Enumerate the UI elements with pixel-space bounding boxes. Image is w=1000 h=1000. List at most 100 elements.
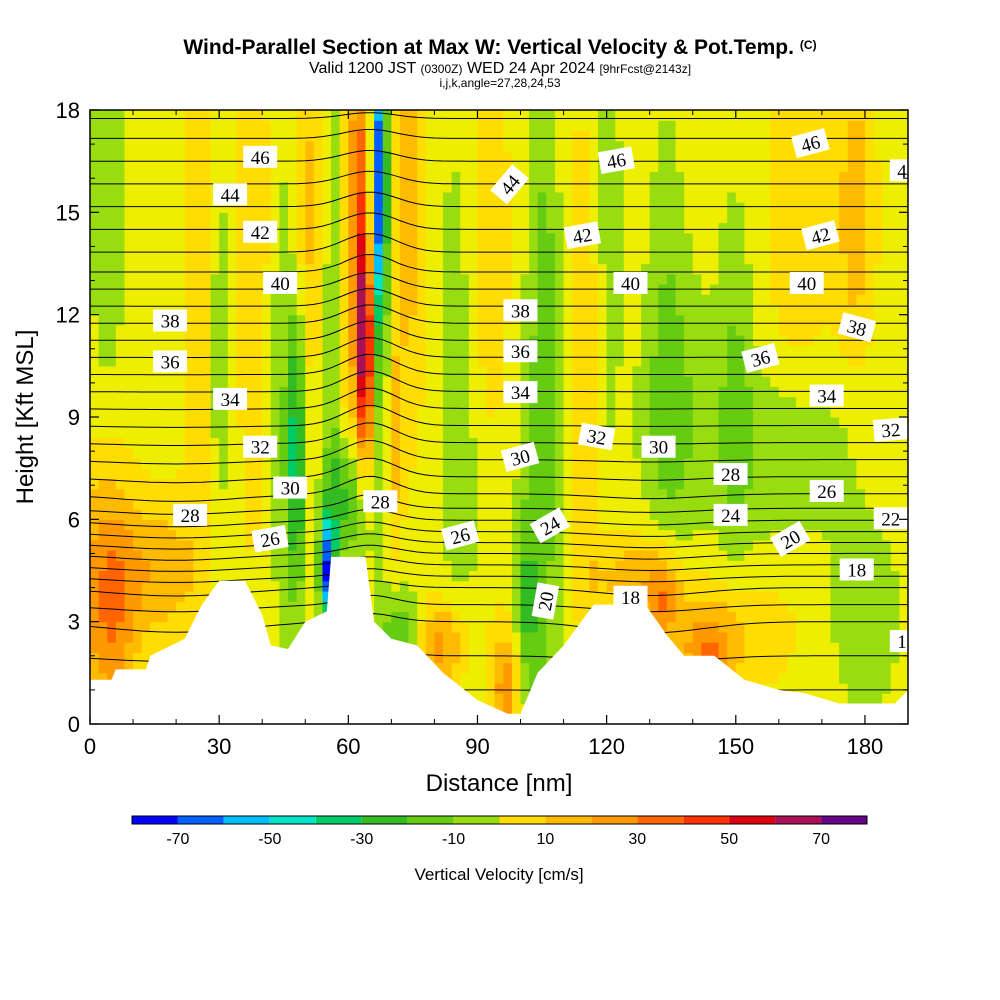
velocity-cell — [632, 151, 641, 162]
velocity-cell — [219, 499, 228, 510]
velocity-cell — [727, 591, 736, 602]
velocity-cell — [589, 325, 598, 336]
velocity-cell — [245, 130, 254, 141]
velocity-cell — [667, 212, 676, 223]
velocity-cell — [770, 448, 779, 459]
velocity-cell — [624, 223, 633, 234]
velocity-cell — [271, 202, 280, 213]
velocity-cell — [271, 253, 280, 264]
velocity-cell — [297, 141, 306, 152]
velocity-cell — [434, 611, 443, 622]
velocity-cell — [805, 652, 814, 663]
velocity-cell — [667, 366, 676, 377]
velocity-cell — [615, 427, 624, 438]
velocity-cell — [753, 632, 762, 643]
velocity-cell — [796, 294, 805, 305]
velocity-cell — [99, 540, 108, 551]
velocity-cell — [443, 264, 452, 275]
velocity-cell — [254, 499, 263, 510]
velocity-cell — [495, 581, 504, 592]
velocity-cell — [211, 233, 220, 244]
velocity-cell — [676, 253, 685, 264]
velocity-cell — [744, 611, 753, 622]
velocity-cell — [142, 110, 151, 121]
velocity-cell — [658, 223, 667, 234]
velocity-cell — [357, 448, 366, 459]
velocity-cell — [288, 253, 297, 264]
velocity-cell — [503, 550, 512, 561]
velocity-cell — [391, 622, 400, 633]
velocity-cell — [460, 642, 469, 653]
velocity-cell — [684, 519, 693, 530]
velocity-cell — [426, 581, 435, 592]
velocity-cell — [736, 192, 745, 203]
velocity-cell — [581, 182, 590, 193]
velocity-cell — [607, 499, 616, 510]
velocity-cell — [434, 560, 443, 571]
velocity-cell — [477, 550, 486, 561]
velocity-cell — [779, 130, 788, 141]
velocity-cell — [409, 386, 418, 397]
velocity-cell — [744, 192, 753, 203]
velocity-cell — [322, 356, 331, 367]
velocity-cell — [133, 151, 142, 162]
velocity-cell — [546, 448, 555, 459]
velocity-cell — [391, 386, 400, 397]
velocity-cell — [124, 478, 133, 489]
velocity-cell — [279, 611, 288, 622]
velocity-cell — [615, 130, 624, 141]
velocity-cell — [538, 130, 547, 141]
velocity-cell — [452, 120, 461, 131]
velocity-cell — [719, 274, 728, 285]
velocity-cell — [727, 530, 736, 541]
velocity-cell — [744, 315, 753, 326]
velocity-cell — [167, 468, 176, 479]
velocity-cell — [779, 171, 788, 182]
velocity-cell — [796, 253, 805, 264]
velocity-cell — [133, 161, 142, 172]
velocity-cell — [452, 448, 461, 459]
velocity-cell — [770, 264, 779, 275]
velocity-cell — [409, 591, 418, 602]
velocity-cell — [607, 458, 616, 469]
velocity-cell — [589, 161, 598, 172]
velocity-cell — [753, 478, 762, 489]
velocity-cell — [185, 550, 194, 561]
velocity-cell — [366, 335, 375, 346]
velocity-cell — [391, 202, 400, 213]
velocity-cell — [796, 591, 805, 602]
velocity-cell — [607, 120, 616, 131]
velocity-cell — [787, 182, 796, 193]
velocity-cell — [219, 120, 228, 131]
velocity-cell — [538, 642, 547, 653]
velocity-cell — [297, 192, 306, 203]
velocity-cell — [555, 223, 564, 234]
velocity-cell — [340, 356, 349, 367]
velocity-cell — [434, 212, 443, 223]
velocity-cell — [572, 161, 581, 172]
velocity-cell — [357, 386, 366, 397]
velocity-cell — [744, 274, 753, 285]
velocity-cell — [107, 427, 116, 438]
velocity-cell — [460, 212, 469, 223]
velocity-cell — [366, 284, 375, 295]
velocity-cell — [658, 611, 667, 622]
velocity-cell — [632, 468, 641, 479]
velocity-cell — [434, 478, 443, 489]
velocity-cell — [581, 253, 590, 264]
velocity-cell — [693, 253, 702, 264]
velocity-cell — [305, 581, 314, 592]
velocity-cell — [176, 571, 185, 582]
velocity-cell — [632, 437, 641, 448]
velocity-cell — [710, 130, 719, 141]
velocity-cell — [710, 560, 719, 571]
velocity-cell — [107, 151, 116, 162]
velocity-cell — [477, 294, 486, 305]
velocity-cell — [116, 171, 125, 182]
velocity-cell — [331, 171, 340, 182]
velocity-cell — [426, 274, 435, 285]
velocity-cell — [598, 141, 607, 152]
velocity-cell — [305, 550, 314, 561]
velocity-cell — [632, 223, 641, 234]
velocity-cell — [650, 325, 659, 336]
